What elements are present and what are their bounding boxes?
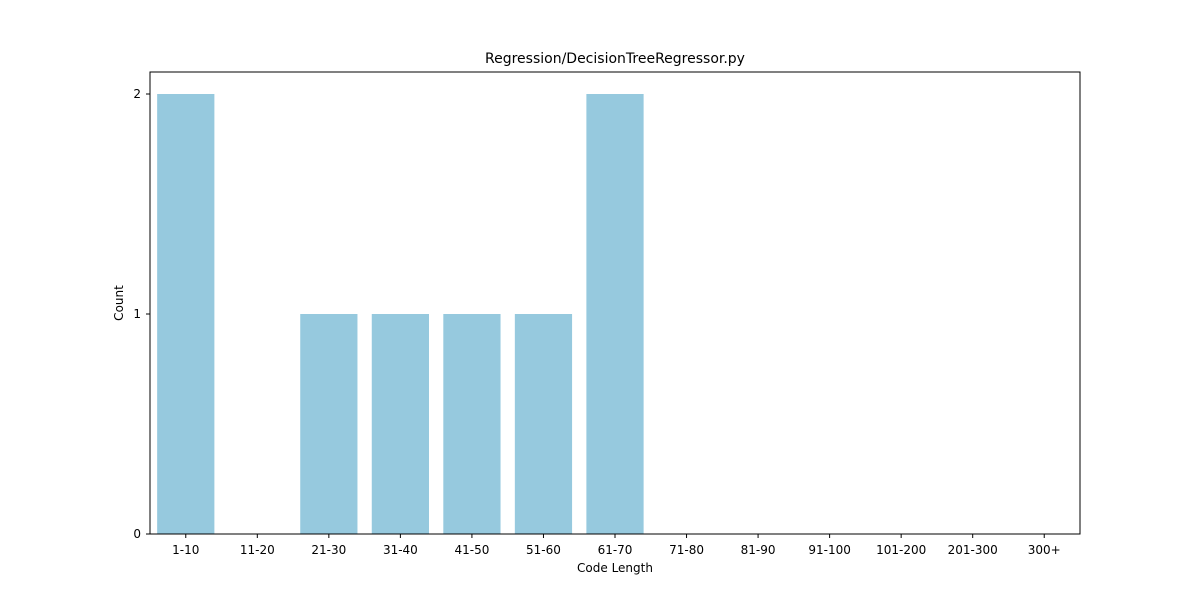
bars-group: [157, 94, 644, 534]
x-tick-label: 71-80: [669, 543, 704, 557]
bar-21-30: [300, 314, 358, 534]
y-axis: 0 1 2: [133, 87, 150, 541]
x-tick-label: 61-70: [598, 543, 633, 557]
x-tick-label: 201-300: [948, 543, 998, 557]
y-tick-label: 1: [133, 307, 141, 321]
x-tick-label: 1-10: [172, 543, 199, 557]
x-tick-label: 31-40: [383, 543, 418, 557]
x-axis-label: Code Length: [577, 561, 653, 575]
x-axis: 1-10 11-20 21-30 31-40 41-50 51-60 61-70 71-80 8…: [172, 534, 1061, 557]
bar-61-70: [586, 94, 644, 534]
x-tick-label: 91-100: [808, 543, 851, 557]
y-tick-label: 0: [133, 527, 141, 541]
x-tick-label: 11-20: [240, 543, 275, 557]
chart-title: Regression/DecisionTreeRegressor.py: [485, 51, 745, 67]
bar-51-60: [514, 314, 573, 534]
x-tick-label: 41-50: [454, 543, 489, 557]
y-axis-label: Count: [112, 285, 126, 321]
bar-31-40: [371, 314, 429, 534]
x-tick-label: 101-200: [876, 543, 926, 557]
x-tick-label: 81-90: [741, 543, 776, 557]
x-tick-label: 300+: [1028, 543, 1061, 557]
bar-41-50: [443, 314, 501, 534]
y-tick-label: 2: [133, 87, 141, 101]
x-tick-label: 51-60: [526, 543, 561, 557]
bar-1-10: [157, 94, 215, 534]
x-tick-label: 21-30: [311, 543, 346, 557]
